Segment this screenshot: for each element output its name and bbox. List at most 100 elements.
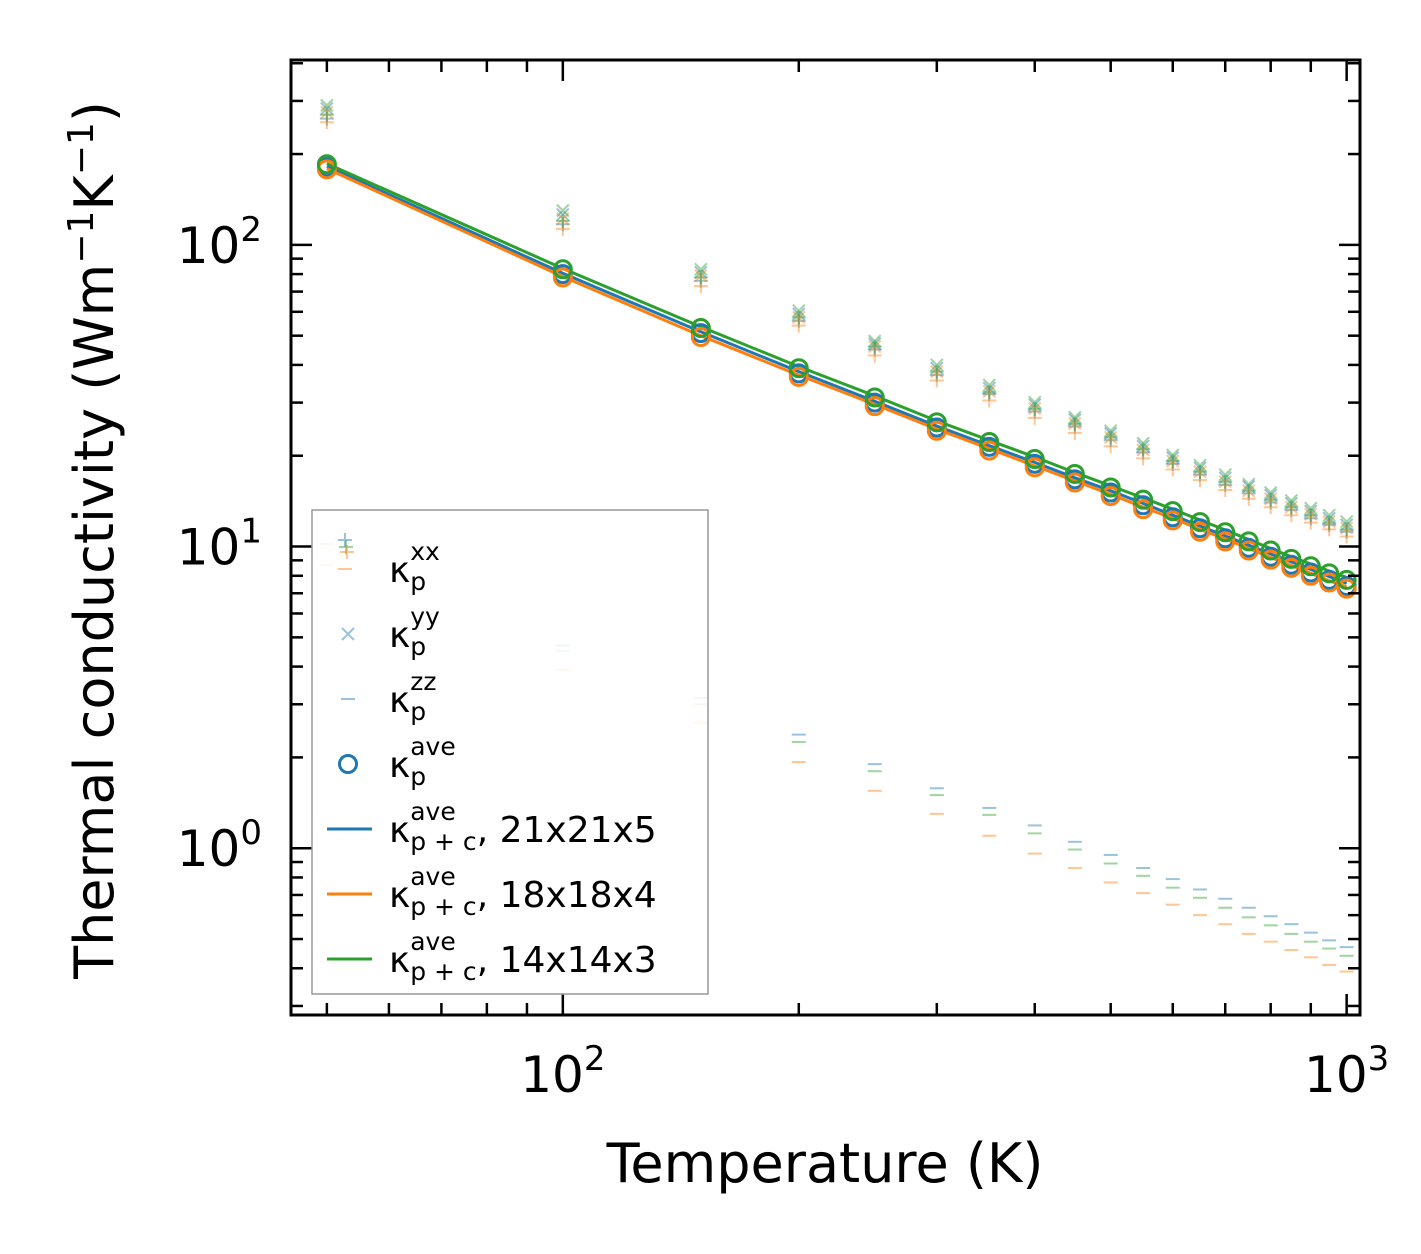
kappa-xx-marker xyxy=(1103,433,1118,448)
kappa-xx-marker xyxy=(1284,503,1299,518)
kappa-ave-marker xyxy=(1064,472,1085,493)
kappa-pc-line xyxy=(326,167,1348,589)
kappa-yy-marker xyxy=(930,361,944,375)
y-tick-label: 101 xyxy=(177,512,262,577)
kappa-yy-marker xyxy=(1193,458,1207,472)
kappa-yy-marker xyxy=(1166,451,1180,465)
kappa-xx-marker xyxy=(1322,522,1337,537)
kappa-ave-marker xyxy=(1133,489,1154,510)
kappa-yy-marker xyxy=(1263,485,1278,500)
kappa-xx-marker xyxy=(555,221,570,236)
kappa-xx-marker xyxy=(791,313,806,328)
legend-label-superscript: ave xyxy=(410,862,456,891)
legend-label-superscript: yy xyxy=(410,602,440,631)
kappa-yy-marker xyxy=(1068,413,1082,427)
plot-frame xyxy=(289,58,1362,1017)
kappa-xx-marker xyxy=(1241,483,1256,498)
x-tick-label-exponent: 3 xyxy=(1368,1039,1390,1079)
legend-frame xyxy=(311,509,709,995)
kappa-xx-marker xyxy=(1027,410,1042,425)
legend-label-subscript: p xyxy=(410,697,426,726)
kappa-yy-marker xyxy=(1028,398,1042,412)
kappa-yy-marker xyxy=(1166,454,1180,468)
kappa-xx-marker xyxy=(867,348,882,363)
kappa-yy-marker xyxy=(868,339,882,354)
kappa-yy-marker xyxy=(1028,395,1042,409)
kappa-ave-marker xyxy=(1190,521,1211,542)
legend-label-symbol: κ xyxy=(389,875,410,916)
x-tick-label-base: 10 xyxy=(520,1046,584,1104)
kappa-xx-marker xyxy=(1027,404,1042,419)
x-tick-label-exponent: 2 xyxy=(584,1039,606,1079)
kappa-ave-marker xyxy=(926,420,947,441)
kappa-yy-marker xyxy=(1028,401,1042,416)
legend-label-subscript: p xyxy=(410,567,426,596)
kappa-yy-marker xyxy=(868,337,882,351)
legend-label-text: , 14x14x3 xyxy=(477,940,657,981)
kappa-ave-marker xyxy=(1162,510,1183,531)
kappa-xx-marker xyxy=(319,115,334,130)
kappa-yy-marker xyxy=(1103,424,1118,438)
y-tick-label-exponent: 1 xyxy=(240,512,262,552)
kappa-xx-marker xyxy=(1193,473,1208,488)
legend-plus-marker xyxy=(338,533,352,547)
legend-label-text: , 21x21x5 xyxy=(477,810,657,851)
kappa-xx-marker xyxy=(1263,495,1278,510)
x-axis-label: Temperature (K) xyxy=(606,1132,1044,1195)
kappa-yy-marker xyxy=(1136,436,1150,450)
kappa-ave-marker xyxy=(690,318,711,339)
kappa-xx-marker xyxy=(1067,425,1082,440)
legend-label: κpave xyxy=(389,732,456,791)
kappa-xx-marker xyxy=(1241,486,1256,501)
kappa-yy-marker xyxy=(1193,461,1207,475)
kappa-yy-marker xyxy=(1242,477,1256,491)
kappa-xx-marker xyxy=(1067,419,1082,434)
kappa-xx-marker xyxy=(1136,442,1151,457)
y-axis-label-end: ) xyxy=(63,101,126,122)
y-axis-label-mid: K xyxy=(63,174,126,211)
legend-label-subscript: p + c xyxy=(410,892,476,921)
kappa-xx-marker xyxy=(1027,401,1042,416)
kappa-ave-marker xyxy=(1281,548,1302,569)
kappa-ave-marker xyxy=(926,412,947,433)
kappa-yy-marker xyxy=(1218,468,1232,482)
kappa-yy-marker xyxy=(1242,479,1256,494)
legend-plus-marker xyxy=(340,545,354,559)
kappa-xx-marker xyxy=(1218,482,1233,497)
kappa-xx-marker xyxy=(319,111,334,126)
kappa-ave-marker xyxy=(979,432,1000,453)
kappa-yy-marker xyxy=(930,364,944,379)
legend-label-subscript: p xyxy=(410,762,426,791)
kappa-xx-marker xyxy=(1263,500,1278,515)
kappa-xx-marker xyxy=(1193,464,1208,479)
y-tick-label: 100 xyxy=(177,813,262,878)
kappa-xx-marker xyxy=(1303,508,1318,523)
kappa-yy-marker xyxy=(1218,471,1232,485)
kappa-yy-marker xyxy=(1284,493,1299,508)
kappa-yy-marker xyxy=(556,207,570,222)
kappa-yy-marker xyxy=(982,384,996,399)
y-tick-label-base: 10 xyxy=(177,820,241,878)
kappa-xx-marker xyxy=(867,339,882,354)
legend-label-symbol: κ xyxy=(389,615,410,656)
kappa-yy-marker xyxy=(982,378,996,392)
kappa-ave-marker xyxy=(1215,531,1236,552)
kappa-yy-marker xyxy=(982,381,996,395)
kappa-xx-marker xyxy=(1241,491,1256,506)
kappa-xx-marker xyxy=(693,273,708,288)
kappa-ave-marker xyxy=(1133,499,1154,520)
kappa-xx-marker xyxy=(867,342,882,357)
kappa-xx-marker xyxy=(1322,517,1337,532)
kappa-xx-marker xyxy=(1303,511,1318,526)
kappa-ave-marker xyxy=(1260,549,1281,570)
kappa-yy-marker xyxy=(1263,492,1278,506)
kappa-xx-marker xyxy=(1103,430,1118,445)
kappa-xx-marker xyxy=(1303,515,1318,530)
legend-circle-marker xyxy=(338,754,358,774)
kappa-xx-marker xyxy=(982,387,997,402)
kappa-yy-marker xyxy=(1284,500,1299,514)
kappa-yy-marker xyxy=(1322,514,1336,529)
